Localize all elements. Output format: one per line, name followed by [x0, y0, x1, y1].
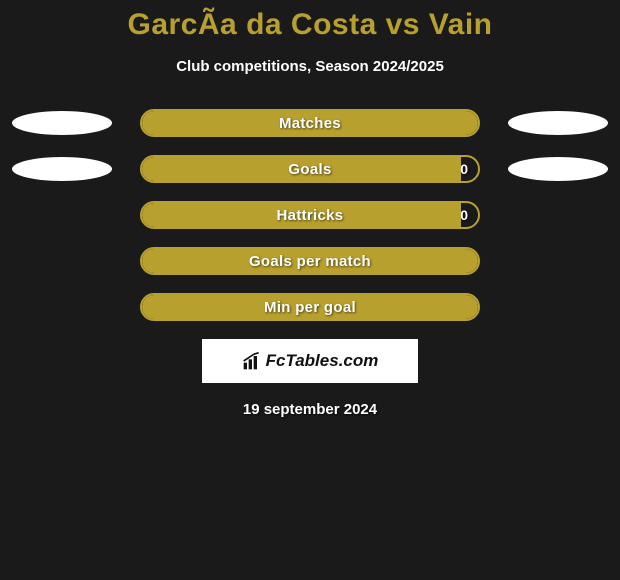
stat-value-right: 0 [460, 203, 468, 227]
stat-bar: Hattricks0 [140, 201, 480, 229]
left-ellipse [12, 111, 112, 135]
stats-area: MatchesGoals0Hattricks0Goals per matchMi… [0, 109, 620, 321]
stat-bar: Min per goal [140, 293, 480, 321]
right-ellipse [508, 157, 608, 181]
date-label: 19 september 2024 [0, 401, 620, 418]
right-ellipse [508, 111, 608, 135]
stat-bar: Matches [140, 109, 480, 137]
stat-bar: Goals per match [140, 247, 480, 275]
stat-row: Goals0 [0, 155, 620, 183]
stat-label: Goals per match [142, 249, 478, 273]
stat-value-right: 0 [460, 157, 468, 181]
branding-text: FcTables.com [266, 351, 379, 371]
stat-row: Goals per match [0, 247, 620, 275]
page-title: GarcÃ­a da Costa vs Vain [0, 8, 620, 42]
branding-badge[interactable]: FcTables.com [202, 339, 418, 383]
stat-row: Matches [0, 109, 620, 137]
bar-chart-icon [242, 351, 262, 371]
stat-row: Min per goal [0, 293, 620, 321]
stat-label: Matches [142, 111, 478, 135]
stat-label: Hattricks [142, 203, 478, 227]
stat-row: Hattricks0 [0, 201, 620, 229]
subtitle: Club competitions, Season 2024/2025 [0, 58, 620, 75]
stat-label: Goals [142, 157, 478, 181]
stat-bar: Goals0 [140, 155, 480, 183]
left-ellipse [12, 157, 112, 181]
stat-label: Min per goal [142, 295, 478, 319]
